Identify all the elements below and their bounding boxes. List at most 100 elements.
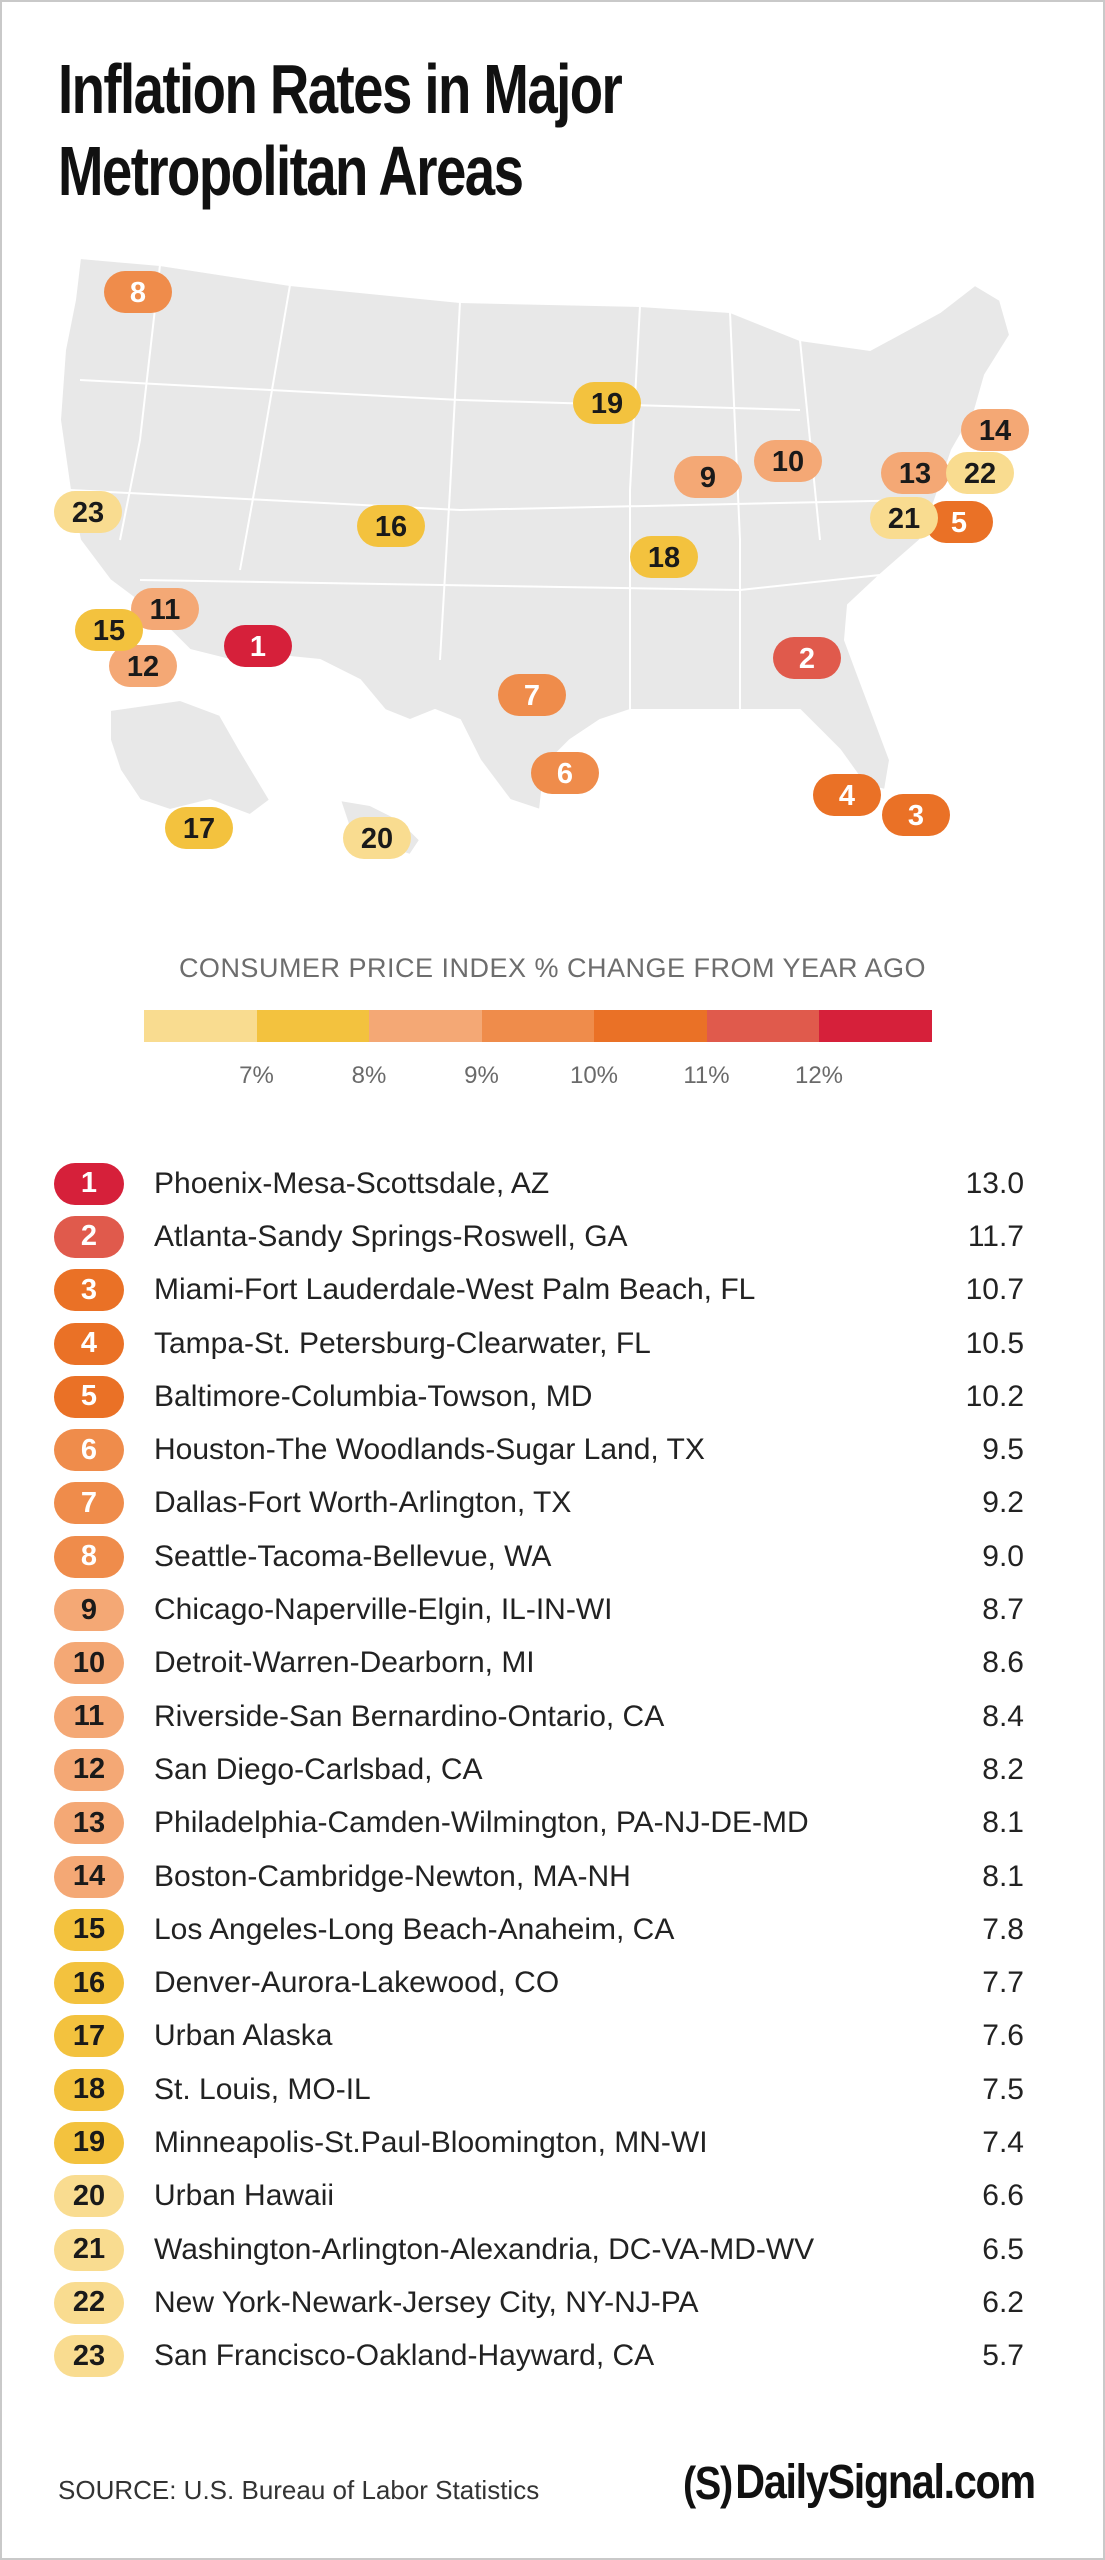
legend-tick-label: 8% <box>351 1062 387 1089</box>
list-item: 3 Miami-Fort Lauderdale-West Palm Beach, … <box>54 1264 1024 1317</box>
map-pin-label: 7 <box>524 680 540 712</box>
map-pin: 2 <box>773 637 841 679</box>
map-pin-marker <box>674 456 742 498</box>
map-pin-label: 21 <box>888 503 920 535</box>
cpi-value: 8.2 <box>982 1752 1024 1786</box>
map-pin: 6 <box>531 752 599 794</box>
metro-name: Phoenix-Mesa-Scottsdale, AZ <box>154 1166 550 1200</box>
metro-name: New York-Newark-Jersey City, NY-NJ-PA <box>154 2285 699 2319</box>
rank-badge: 5 <box>54 1375 124 1418</box>
map-pin-label: 12 <box>127 651 159 683</box>
map-pin: 7 <box>498 674 566 716</box>
list-item: 23 San Francisco-Oakland-Hayward, CA 5.7 <box>54 2330 1024 2383</box>
rank-badge: 12 <box>54 1748 124 1791</box>
map-pin: 19 <box>573 382 641 424</box>
map-pin: 11 <box>131 588 199 630</box>
page-title: Inflation Rates in Major Metropolitan Ar… <box>58 50 623 210</box>
list-item: 5 Baltimore-Columbia-Towson, MD 10.2 <box>54 1370 1024 1423</box>
source-note: SOURCE: U.S. Bureau of Labor Statistics <box>58 2475 540 2505</box>
legend-swatch <box>256 1010 369 1042</box>
map-pin: 4 <box>813 774 881 816</box>
legend-swatch <box>144 1010 257 1042</box>
rank-badge: 10 <box>54 1642 124 1685</box>
rank-badge: 22 <box>54 2281 124 2324</box>
alaska-shape <box>109 698 272 817</box>
map-pin-marker <box>882 794 950 836</box>
map-pin: 13 <box>881 452 949 494</box>
rank-badge: 9 <box>54 1589 124 1632</box>
map-pin-label: 17 <box>183 813 215 845</box>
list-item: 16 Denver-Aurora-Lakewood, CO 7.7 <box>54 1956 1024 2009</box>
cpi-value: 8.6 <box>982 1646 1024 1680</box>
map-pin-label: 16 <box>375 511 407 543</box>
map-pin-marker <box>343 817 411 859</box>
list-item: 11 Riverside-San Bernardino-Ontario, CA 8.… <box>54 1690 1024 1743</box>
metro-name: San Diego-Carlsbad, CA <box>154 1752 483 1786</box>
cpi-value: 7.6 <box>982 2019 1024 2053</box>
cpi-value: 8.1 <box>982 1859 1024 1893</box>
legend-swatch <box>594 1010 707 1042</box>
rank-badge: 1 <box>54 1162 124 1205</box>
map-pin-label: 8 <box>130 277 146 309</box>
metro-name: Urban Alaska <box>154 2019 333 2053</box>
metro-name: Atlanta-Sandy Springs-Roswell, GA <box>154 1219 628 1253</box>
list-item: 14 Boston-Cambridge-Newton, MA-NH 8.1 <box>54 1850 1024 1903</box>
list-item: 18 St. Louis, MO-IL 7.5 <box>54 2063 1024 2116</box>
rank-badge: 17 <box>54 2015 124 2058</box>
cpi-value: 7.8 <box>982 1912 1024 1946</box>
list-item: 19 Minneapolis-St.Paul-Bloomington, MN-WI… <box>54 2116 1024 2169</box>
cpi-value: 8.4 <box>982 1699 1024 1733</box>
map-pin: 16 <box>357 505 425 547</box>
metro-name: Houston-The Woodlands-Sugar Land, TX <box>154 1433 705 1467</box>
map-pin: 21 <box>870 497 938 539</box>
map-pin: 17 <box>165 807 233 849</box>
list-item: 22 New York-Newark-Jersey City, NY-NJ-PA 6… <box>54 2276 1024 2329</box>
map-pin-marker <box>754 440 822 482</box>
cpi-value: 9.0 <box>982 1539 1024 1573</box>
map-pin-label: 9 <box>700 462 716 494</box>
rank-badge: 4 <box>54 1322 124 1365</box>
map-pin: 15 <box>75 609 143 651</box>
brand-mark: (S) <box>683 2456 733 2509</box>
cpi-value: 10.2 <box>965 1379 1024 1413</box>
metro-name: Urban Hawaii <box>154 2179 335 2213</box>
map-pin-label: 11 <box>150 594 181 626</box>
rank-badge: 8 <box>54 1535 124 1578</box>
map-pin: 1 <box>224 625 292 667</box>
map-pin-label: 6 <box>557 758 573 790</box>
rank-badge: 14 <box>54 1855 124 1898</box>
legend-swatch <box>369 1010 482 1042</box>
map-pin-marker <box>357 505 425 547</box>
legend-tick-label: 7% <box>239 1062 274 1089</box>
list-item: 12 San Diego-Carlsbad, CA 8.2 <box>54 1743 1024 1796</box>
cpi-value: 10.5 <box>965 1326 1024 1360</box>
map-pin-label: 4 <box>839 780 855 812</box>
map-pin-marker <box>104 271 172 313</box>
map-land <box>58 256 1012 857</box>
map-pin-marker <box>773 637 841 679</box>
cpi-value: 9.2 <box>982 1486 1024 1520</box>
legend-tick-label: 9% <box>464 1062 499 1089</box>
ranking-list: 1 Phoenix-Mesa-Scottsdale, AZ 13.0 2 Atlanta… <box>54 1157 1024 2383</box>
map-pin-marker <box>573 382 641 424</box>
rank-badge: 19 <box>54 2121 124 2164</box>
legend-swatch <box>819 1010 932 1042</box>
list-item: 21 Washington-Arlington-Alexandria, DC-VA… <box>54 2223 1024 2276</box>
rank-badge: 23 <box>54 2335 124 2378</box>
metro-name: Miami-Fort Lauderdale-West Palm Beach, F… <box>154 1273 756 1307</box>
map-pin: 12 <box>109 645 177 687</box>
list-item: 10 Detroit-Warren-Dearborn, MI 8.6 <box>54 1637 1024 1690</box>
map-pin-label: 14 <box>979 415 1011 447</box>
map-pin-label: 1 <box>250 631 266 663</box>
map-pin: 22 <box>946 452 1014 494</box>
map-pin-label: 2 <box>799 643 815 675</box>
map-pin: 3 <box>882 794 950 836</box>
legend-swatch <box>481 1010 594 1042</box>
map-pin-marker <box>925 501 993 543</box>
list-item: 1 Phoenix-Mesa-Scottsdale, AZ 13.0 <box>54 1157 1024 1210</box>
list-item: 9 Chicago-Naperville-Elgin, IL-IN-WI 8.7 <box>54 1583 1024 1636</box>
map-pin-marker <box>531 752 599 794</box>
list-item: 8 Seattle-Tacoma-Bellevue, WA 9.0 <box>54 1530 1024 1583</box>
